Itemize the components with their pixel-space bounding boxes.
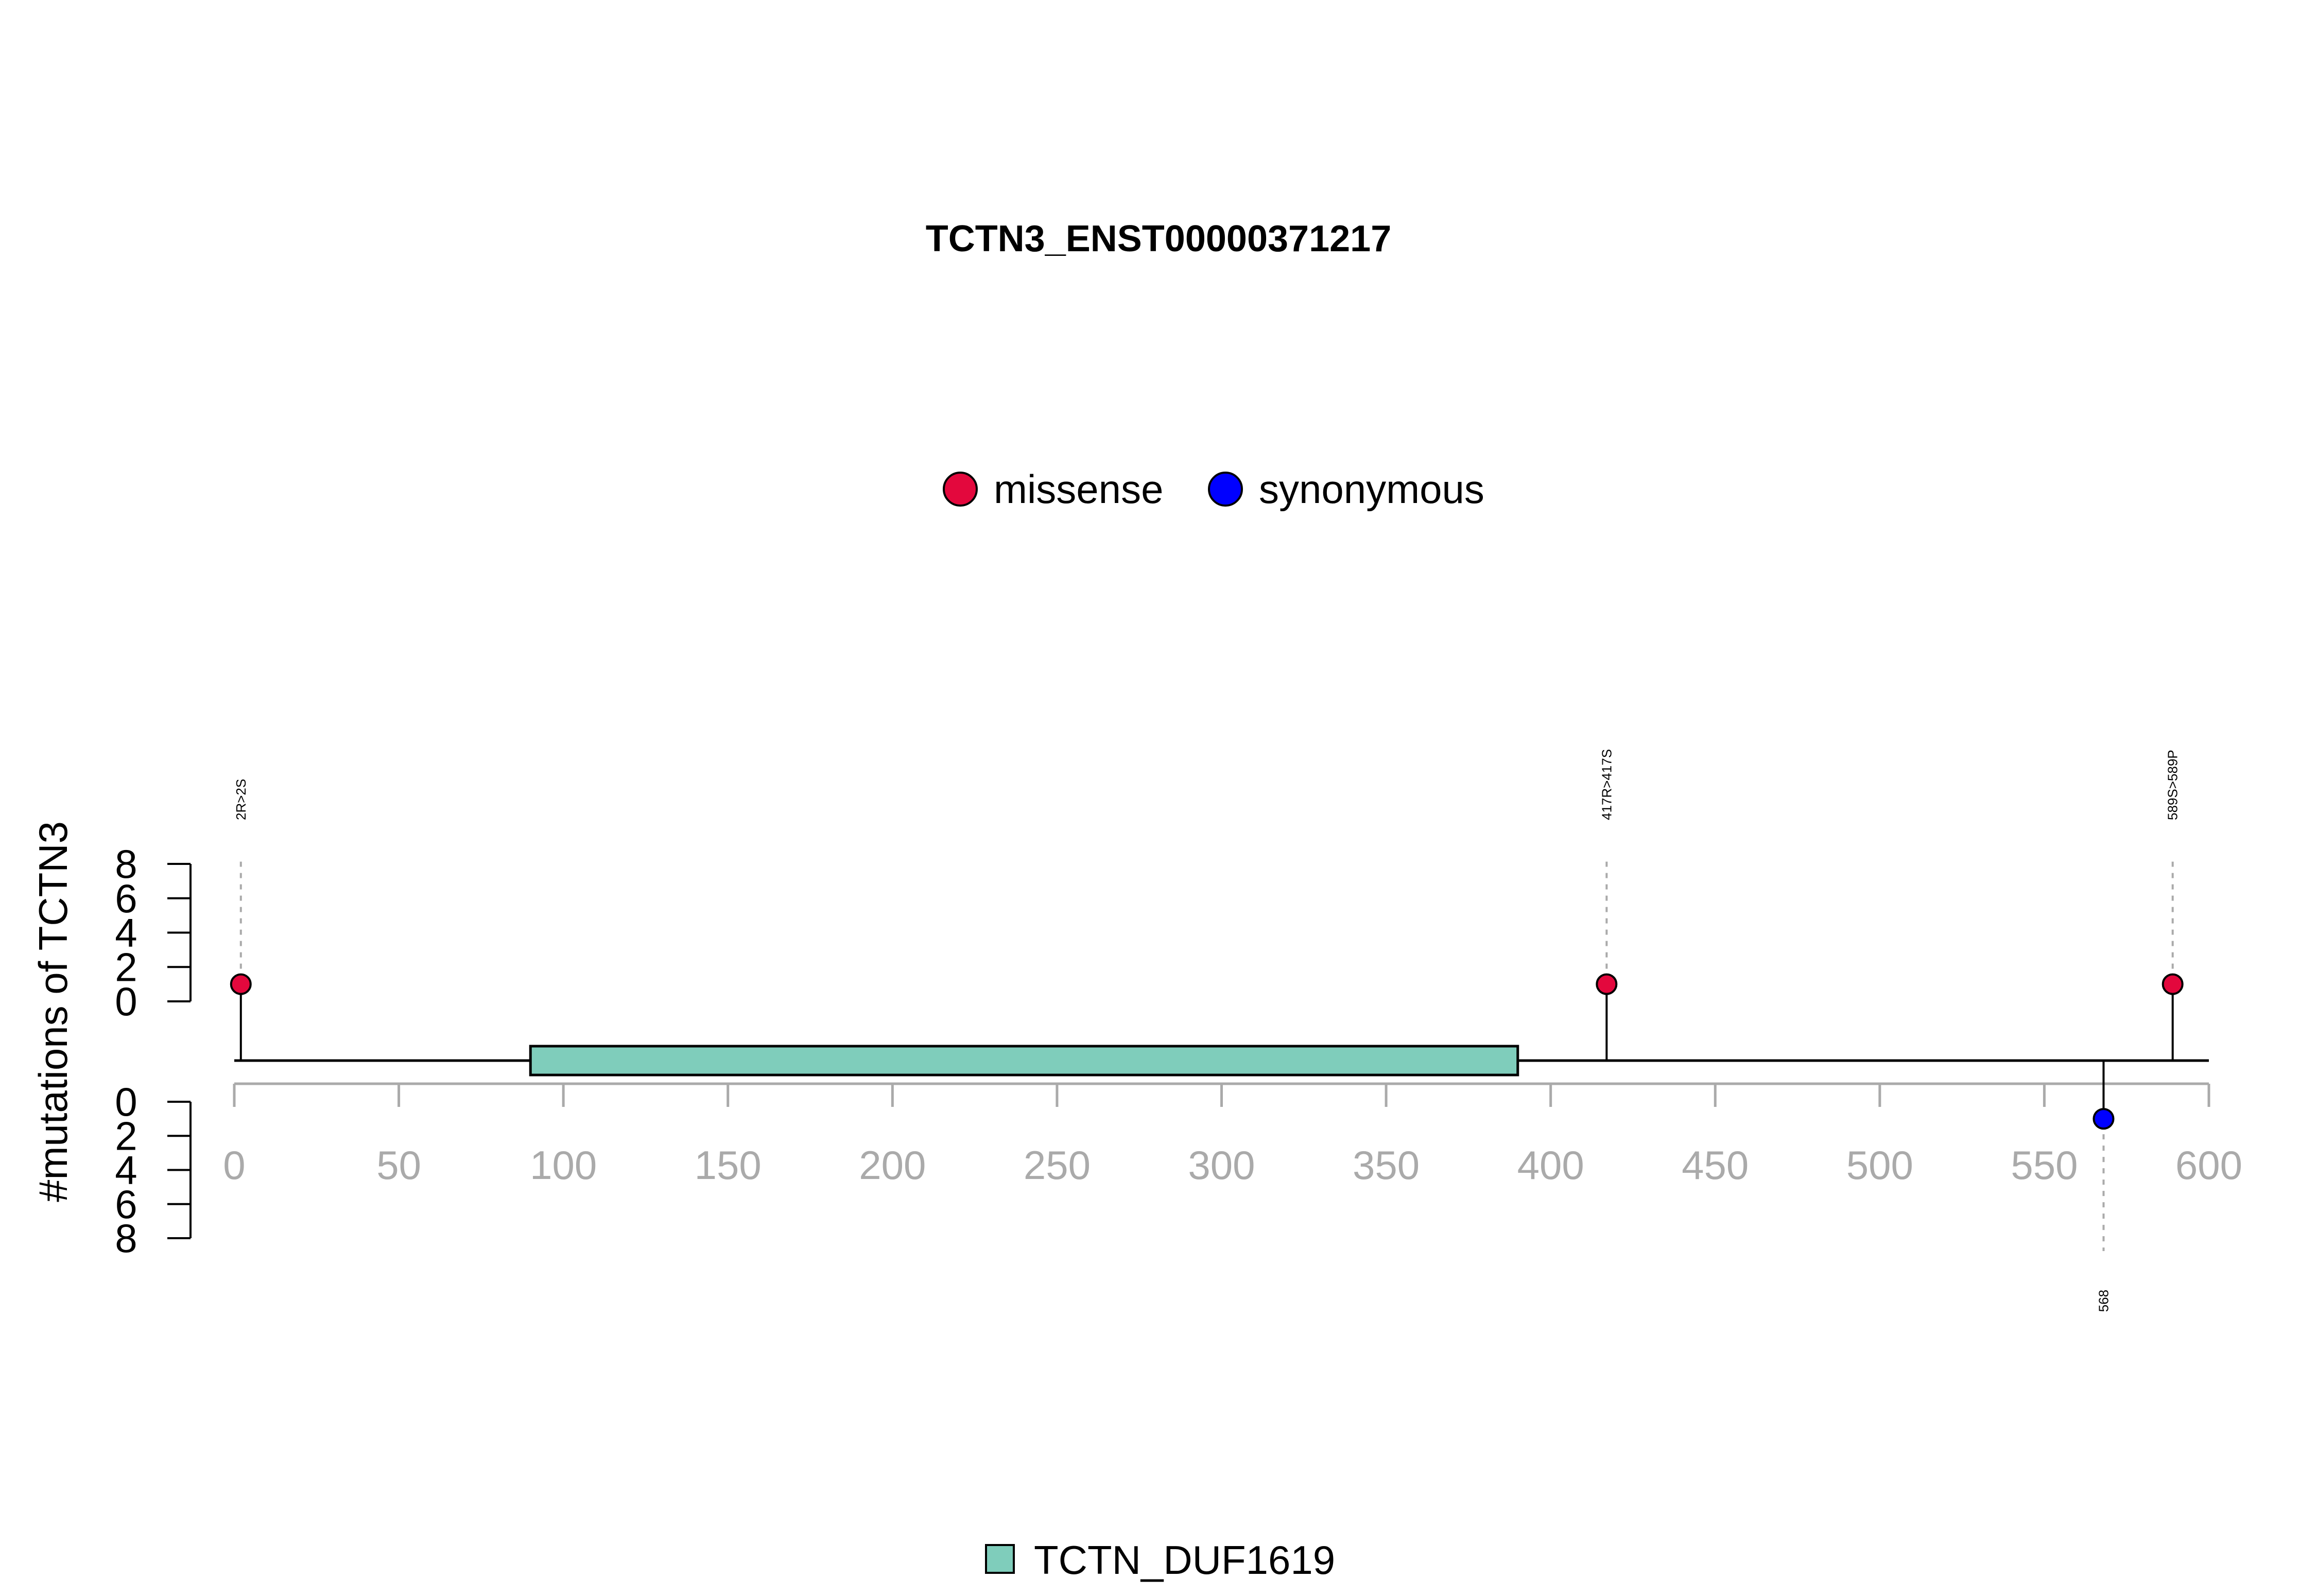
y-tick-label-top-4: 4 (115, 910, 137, 956)
y-tick-label-bottom-8: 8 (115, 1216, 137, 1261)
mutation-point (1596, 973, 1618, 995)
y-tick-label-bottom-2: 2 (115, 1113, 137, 1158)
y-tick-label-top-6: 6 (115, 876, 137, 921)
legend-marker-synonymous (1208, 472, 1243, 507)
domain-legend: TCTN_DUF1619 (985, 1537, 1335, 1583)
x-axis: 0 50 100 150 200 250 300 350 400 450 500 550 600 (223, 1082, 2242, 1188)
mutation-lollipops: 2R>2S 417R>417S 589S>589P 568 (230, 749, 2184, 1312)
x-tick-label-350: 350 (1353, 1142, 1420, 1188)
mutation-label: 417R>417S (1599, 749, 1614, 820)
mutation-568: 568 (2093, 1061, 2115, 1312)
mutation-label: 589S>589P (2165, 750, 2181, 820)
legend-label-missense: missense (994, 466, 1163, 512)
domain-TCTN_DUF1619 (529, 1045, 1519, 1077)
mutation-label: 568 (2096, 1290, 2111, 1312)
chart-title: TCTN3_ENST00000371217 (926, 218, 1392, 259)
mutation-label: 2R>2S (233, 779, 249, 820)
mutation-legend: missense synonymous (943, 466, 1484, 512)
y-tick-label-bottom-0: 0 (115, 1079, 137, 1124)
x-tick-label-600: 600 (2175, 1142, 2242, 1188)
mutation-2R>2S: 2R>2S (230, 779, 252, 1061)
legend-marker-missense (943, 472, 978, 507)
y-tick-label-top-2: 2 (115, 944, 137, 990)
y-axis-label: #mutations of TCTN3 (30, 821, 76, 1202)
mutation-589S>589P: 589S>589P (2162, 750, 2184, 1061)
mutation-417R>417S: 417R>417S (1596, 749, 1618, 1061)
x-tick-label-0: 0 (223, 1142, 245, 1188)
y-tick-label-top-0: 0 (115, 979, 137, 1024)
x-tick-label-150: 150 (695, 1142, 762, 1188)
x-tick-label-500: 500 (1846, 1142, 1913, 1188)
x-tick-label-300: 300 (1188, 1142, 1255, 1188)
x-tick-label-250: 250 (1024, 1142, 1091, 1188)
x-tick-label-450: 450 (1682, 1142, 1749, 1188)
domain-legend-label: TCTN_DUF1619 (1034, 1537, 1335, 1583)
x-tick-label-100: 100 (530, 1142, 597, 1188)
mutation-point (2162, 973, 2184, 995)
mutation-point (230, 973, 252, 995)
y-tick-label-bottom-6: 6 (115, 1182, 137, 1227)
protein-backbone (234, 1045, 2209, 1077)
y-tick-label-top-8: 8 (115, 841, 137, 887)
x-tick-label-200: 200 (859, 1142, 926, 1188)
x-tick-label-550: 550 (2011, 1142, 2078, 1188)
y-tick-label-bottom-4: 4 (115, 1148, 137, 1193)
legend-label-synonymous: synonymous (1259, 466, 1484, 512)
domain-legend-swatch (985, 1544, 1015, 1574)
x-tick-label-50: 50 (376, 1142, 421, 1188)
x-tick-label-400: 400 (1517, 1142, 1584, 1188)
mutation-point (2093, 1108, 2115, 1130)
